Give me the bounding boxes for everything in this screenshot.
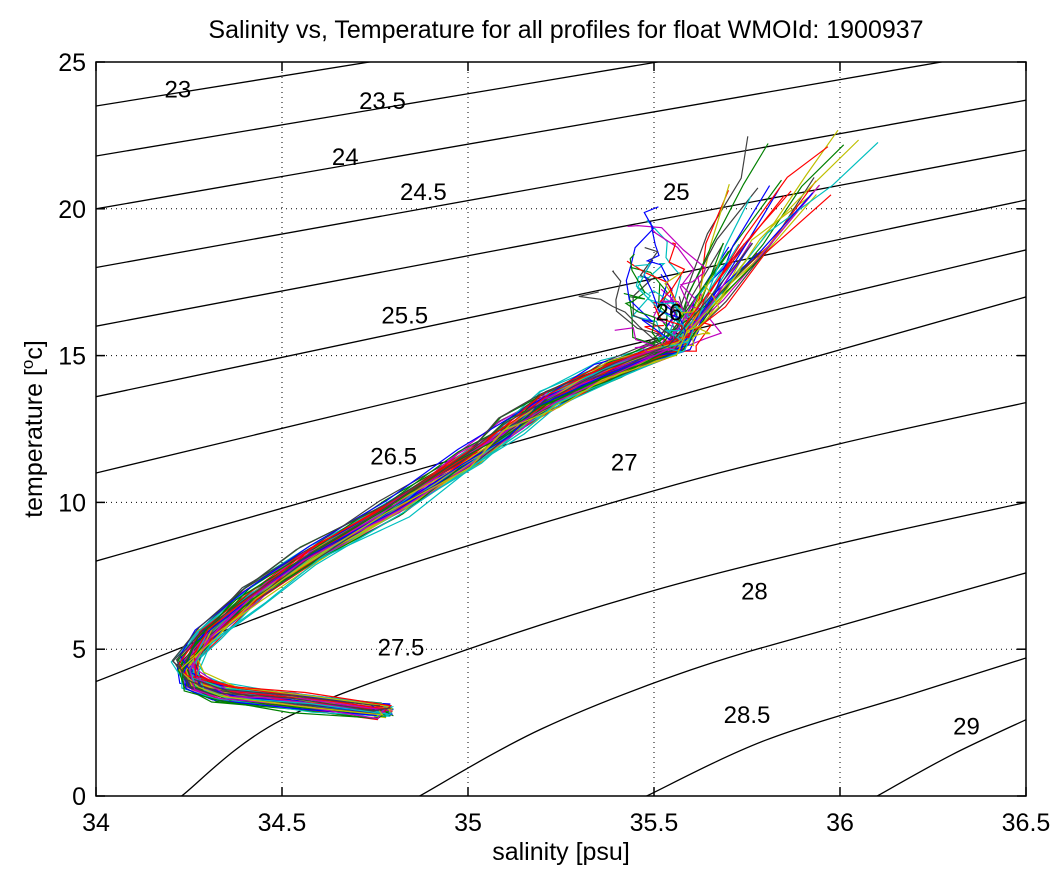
x-tick-label: 34.5 xyxy=(258,809,307,837)
x-tick-label: 35.5 xyxy=(630,809,679,837)
float-profile-line xyxy=(178,284,720,716)
density-contour-line xyxy=(419,572,1026,796)
y-axis-label-sup: o xyxy=(18,360,37,369)
density-contour-line xyxy=(646,657,1026,796)
density-contour-line xyxy=(96,401,1026,683)
grid-lines xyxy=(96,62,1026,796)
density-contour-line xyxy=(96,296,1026,562)
y-tick-label: 15 xyxy=(58,343,86,371)
float-profile-line xyxy=(193,190,792,714)
float-profile-line xyxy=(171,136,749,714)
float-profile-line xyxy=(197,196,752,717)
x-tick-label: 34 xyxy=(82,809,110,837)
density-contour-label: 24 xyxy=(332,144,359,171)
y-axis-label-tail: c] xyxy=(20,340,48,359)
density-contour-label: 27.5 xyxy=(378,634,425,661)
float-profile-line xyxy=(196,271,695,712)
density-contour-line xyxy=(876,719,1026,796)
y-tick-label: 25 xyxy=(58,49,86,77)
y-tick-label: 10 xyxy=(58,489,86,517)
float-profile-line xyxy=(197,141,879,715)
float-profile-line xyxy=(183,259,686,717)
density-contour-label: 25 xyxy=(663,179,690,206)
x-tick-label: 35 xyxy=(454,809,482,837)
y-tick-label: 5 xyxy=(72,636,86,664)
density-contour-line xyxy=(96,62,946,210)
density-contour-label: 29 xyxy=(953,714,980,741)
density-contour-line xyxy=(181,501,1026,796)
float-profiles xyxy=(170,129,879,721)
density-contours xyxy=(96,62,1026,796)
y-tick-label: 20 xyxy=(58,196,86,224)
density-contour-label: 28 xyxy=(741,578,768,605)
x-axis-ticks: 34 34.5 35 35.5 36 36.5 xyxy=(82,62,1050,837)
float-profile-line xyxy=(190,266,687,717)
float-profile-line xyxy=(190,143,769,711)
density-contour-line xyxy=(96,199,1026,398)
density-contour-label: 23.5 xyxy=(359,88,406,115)
float-profile-line xyxy=(177,196,809,716)
density-contour-line xyxy=(96,99,1026,269)
float-profile-line xyxy=(181,253,669,719)
density-contour-label: 27 xyxy=(611,449,638,476)
density-contour-label: 23 xyxy=(164,76,191,103)
x-axis-label: salinity [psu] xyxy=(492,838,630,866)
float-profile-line xyxy=(188,263,690,716)
float-profile-line xyxy=(171,291,660,707)
float-profile-line xyxy=(177,255,733,710)
float-profile-line xyxy=(181,247,772,718)
x-tick-label: 36.5 xyxy=(1002,809,1051,837)
density-contour-line xyxy=(96,62,374,107)
density-contour-line xyxy=(96,149,1026,327)
float-profile-line xyxy=(197,139,860,713)
y-axis-label-main: temperature [ xyxy=(20,369,48,518)
density-contour-label: 25.5 xyxy=(381,302,428,329)
x-tick-label: 36 xyxy=(826,809,854,837)
y-axis-label: temperature [oc] xyxy=(18,340,48,518)
y-tick-label: 0 xyxy=(72,783,86,811)
density-contour-label: 24.5 xyxy=(400,179,447,206)
density-contour-label: 26.5 xyxy=(370,443,417,470)
chart-title: Salinity vs, Temperature for all profile… xyxy=(208,16,923,44)
density-contour-label: 28.5 xyxy=(724,702,771,729)
density-contour-line xyxy=(96,62,662,157)
float-profile-line xyxy=(179,206,677,711)
density-contour-labels: 23 23.5 24 24.5 25 25.5 26 26.5 27 27.5 28 28.5 29 xyxy=(164,76,979,740)
y-axis-ticks: 0 5 10 15 20 25 xyxy=(58,49,1026,811)
density-contour-line xyxy=(96,249,1026,474)
density-contour-label: 26 xyxy=(656,300,683,327)
plot-frame xyxy=(95,61,1027,797)
float-profile-line xyxy=(179,288,687,713)
float-profile-line xyxy=(175,242,754,712)
